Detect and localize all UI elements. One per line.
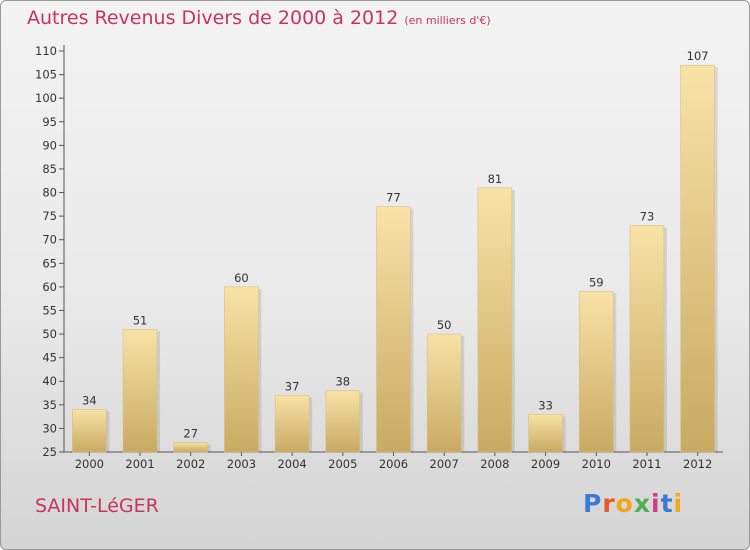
x-tick-label-2002: 2002 <box>176 457 205 471</box>
bar-2008 <box>477 187 513 453</box>
value-labels: 34 51 27 60 37 38 77 50 81 33 59 73 107 <box>82 49 709 440</box>
value-label-2004: 37 <box>285 379 300 393</box>
proxiti-logo: Proxiti <box>583 489 683 518</box>
y-tick-label: 40 <box>42 374 57 388</box>
y-tick-label: 85 <box>42 162 57 176</box>
value-label-2003: 60 <box>234 271 249 285</box>
x-tick-label-2007: 2007 <box>430 457 459 471</box>
chart-title: Autres Revenus Divers de 2000 à 2012 (en … <box>27 7 491 29</box>
title-unit: (en milliers d'€) <box>404 14 491 27</box>
bar-2001 <box>122 329 158 453</box>
value-label-2006: 77 <box>386 191 401 205</box>
y-tick-label: 105 <box>35 68 57 82</box>
value-label-2002: 27 <box>183 427 198 441</box>
x-tick-label-2000: 2000 <box>75 457 104 471</box>
x-tick-label-2005: 2005 <box>328 457 357 471</box>
logo-letter: r <box>602 489 616 518</box>
bar-2007 <box>426 333 462 453</box>
logo-letter: o <box>615 489 634 518</box>
bar-2003 <box>224 286 259 453</box>
logo-letter: x <box>633 489 651 518</box>
y-tick-label: 110 <box>35 44 57 58</box>
logo-letter: P <box>583 489 603 518</box>
y-tick-label: 50 <box>42 327 57 341</box>
logo-letter: i <box>673 489 684 518</box>
x-tick-label-2004: 2004 <box>277 457 306 471</box>
y-tick-label: 60 <box>42 280 57 294</box>
y-tick-label: 90 <box>42 138 57 152</box>
x-tick-label-2008: 2008 <box>480 457 509 471</box>
x-tick-label-2012: 2012 <box>683 457 712 471</box>
value-label-2011: 73 <box>640 210 655 224</box>
x-tick-label-2009: 2009 <box>531 457 560 471</box>
value-label-2000: 34 <box>82 394 97 408</box>
y-tick-label: 30 <box>42 421 57 435</box>
y-tick-label: 35 <box>42 398 57 412</box>
bar-2006 <box>376 206 411 453</box>
value-label-2009: 33 <box>538 398 553 412</box>
x-tick-label-2003: 2003 <box>227 457 256 471</box>
x-tick-label-2006: 2006 <box>379 457 408 471</box>
bar-2009 <box>528 413 563 453</box>
bar-2000 <box>72 409 107 453</box>
y-tick-label: 70 <box>42 233 57 247</box>
value-label-2007: 50 <box>437 318 452 332</box>
y-tick-label: 25 <box>42 445 57 459</box>
y-tick-label: 100 <box>35 91 57 105</box>
logo-letter: i <box>651 489 661 518</box>
value-label-2012: 107 <box>687 49 709 63</box>
value-label-2008: 81 <box>488 172 503 186</box>
value-label-2001: 51 <box>133 313 148 327</box>
y-tick-label: 55 <box>42 303 57 317</box>
x-tick-label-2010: 2010 <box>582 457 611 471</box>
y-tick-label: 95 <box>42 115 57 129</box>
title-main: Autres Revenus Divers de 2000 à 2012 <box>27 7 399 29</box>
bars <box>72 64 718 453</box>
x-tick-label-2011: 2011 <box>632 457 661 471</box>
y-tick-label: 80 <box>42 186 57 200</box>
bar-2012 <box>680 64 715 453</box>
y-tick-label: 45 <box>42 351 57 365</box>
x-tick-label-2001: 2001 <box>125 457 154 471</box>
value-label-2005: 38 <box>335 375 350 389</box>
value-label-2010: 59 <box>589 276 604 290</box>
place-name: SAINT-LéGER <box>35 495 159 517</box>
bar-2002 <box>173 442 209 453</box>
bar-2004 <box>274 395 310 453</box>
y-tick-label: 75 <box>42 209 57 223</box>
bar-2010 <box>578 291 614 453</box>
logo-letter: t <box>660 489 674 518</box>
bar-2005 <box>325 390 361 453</box>
bar-2011 <box>629 225 665 453</box>
y-tick-label: 65 <box>42 256 57 270</box>
